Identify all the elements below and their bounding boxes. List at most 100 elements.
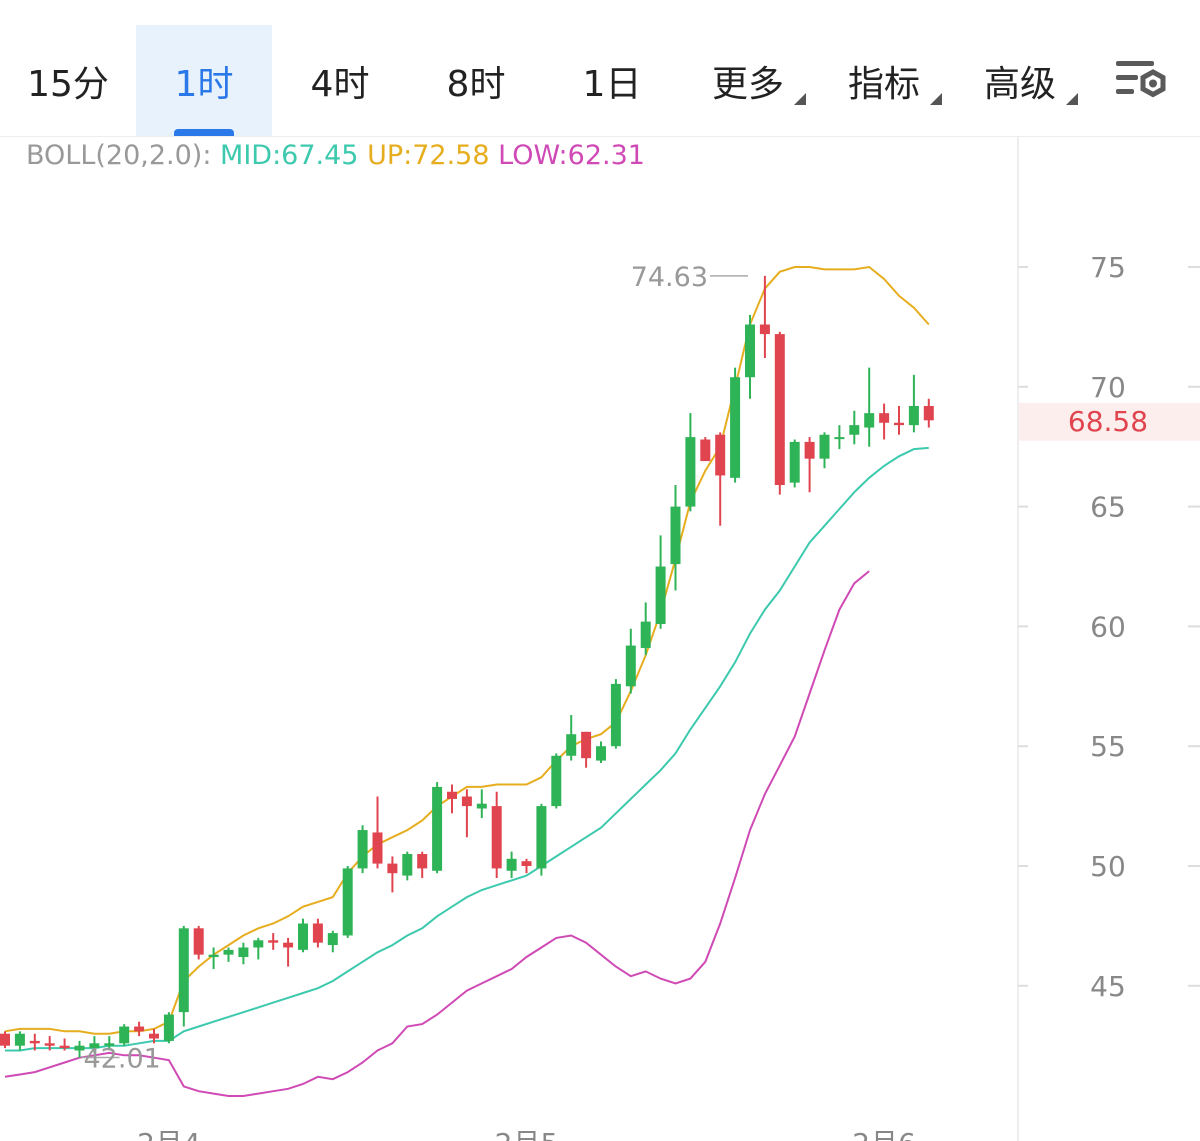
candle	[342, 866, 353, 938]
candle	[268, 933, 279, 950]
boll-low-line	[4, 570, 870, 1097]
candle	[849, 410, 860, 445]
candle	[834, 425, 845, 450]
candle-body	[685, 437, 696, 507]
candle	[178, 925, 189, 1027]
legend-mid: MID:67.45	[220, 140, 359, 171]
timeframe-toolbar: 15分 1时 4时 8时 1日 更多 指标 高级	[0, 0, 1200, 137]
candle	[864, 367, 875, 447]
candle	[0, 1031, 10, 1049]
candle-body	[581, 731, 592, 759]
candle-body	[759, 324, 770, 335]
candle-body	[149, 1033, 159, 1039]
candle	[923, 398, 934, 428]
candle-body	[491, 806, 502, 869]
candle-body	[163, 1014, 174, 1041]
candle	[774, 331, 785, 495]
candle	[700, 437, 711, 462]
candle-body	[908, 405, 919, 426]
tab-label: 指标	[847, 63, 920, 105]
last-price-highlight	[1019, 402, 1200, 441]
active-tab-indicator	[174, 129, 234, 136]
candle-body	[655, 566, 666, 625]
candle	[29, 1033, 40, 1051]
candle	[193, 925, 204, 960]
tab-label: 1日	[582, 63, 642, 105]
tab-label: 1时	[174, 63, 234, 105]
candle-body	[700, 439, 711, 462]
candle	[74, 1040, 85, 1058]
candle-body	[372, 832, 383, 864]
candle-body	[208, 954, 219, 958]
tab-label: 高级	[983, 63, 1056, 105]
candle	[208, 947, 219, 970]
y-tick-label: 60	[1090, 610, 1126, 643]
candle-body	[298, 923, 308, 950]
candle	[119, 1024, 130, 1046]
candle	[417, 851, 428, 878]
candle-body	[804, 441, 815, 459]
candle-body	[849, 425, 860, 435]
candlestick-chart[interactable]: 45 50 55 60 65 70 75 74.63 42.01 68.58 2月4 2月5 2月6	[0, 137, 1200, 1141]
candle	[551, 753, 562, 809]
candle	[312, 918, 323, 948]
candle-body	[640, 621, 651, 648]
candle	[44, 1036, 55, 1051]
candle-body	[29, 1040, 40, 1044]
candle-body	[223, 949, 234, 955]
candle	[640, 602, 651, 656]
x-tick-label: 2月4	[137, 1127, 201, 1141]
candle-body	[387, 863, 398, 874]
candle	[163, 1012, 174, 1044]
candle-body	[819, 434, 830, 459]
tab-more[interactable]: 更多	[680, 25, 816, 136]
tab-1hour[interactable]: 1时	[136, 25, 272, 136]
candle-body	[864, 413, 875, 428]
candle-body	[625, 645, 636, 687]
dropdown-triangle-icon	[794, 93, 806, 105]
candle-body	[74, 1045, 85, 1051]
candle-body	[134, 1026, 145, 1032]
y-tick-label: 50	[1090, 850, 1126, 883]
candle-body	[238, 947, 249, 958]
tab-4hour[interactable]: 4时	[272, 25, 408, 136]
candle-body	[432, 786, 443, 871]
tab-label: 4时	[310, 63, 370, 105]
tab-1day[interactable]: 1日	[544, 25, 680, 136]
candle-body	[566, 734, 577, 756]
candle	[759, 275, 770, 359]
candle-body	[774, 334, 785, 486]
tab-8hour[interactable]: 8时	[408, 25, 544, 136]
candle-body	[59, 1045, 70, 1049]
candle	[253, 937, 264, 960]
candle-body	[193, 928, 204, 955]
tab-15min[interactable]: 15分	[0, 25, 136, 136]
candle	[789, 439, 800, 488]
x-tick-label: 2月6	[852, 1127, 916, 1141]
candle	[327, 930, 338, 953]
candle-body	[14, 1033, 25, 1046]
candle	[476, 789, 487, 819]
candle	[14, 1031, 25, 1051]
boll-legend: BOLL(20,2.0): MID:67.45 UP:72.58 LOW:62.…	[26, 140, 645, 171]
candle-body	[521, 861, 532, 866]
y-tick-label: 45	[1090, 970, 1126, 1003]
candle	[372, 796, 383, 869]
candle-body	[104, 1043, 115, 1046]
candle-body	[834, 437, 845, 440]
dropdown-triangle-icon	[1066, 93, 1078, 105]
candle	[581, 731, 592, 768]
candle	[610, 679, 621, 749]
chart-settings-button[interactable]	[1110, 55, 1174, 111]
candle	[447, 784, 457, 814]
candle-body	[357, 830, 368, 869]
dropdown-triangle-icon	[930, 93, 942, 105]
y-tick-label: 55	[1090, 730, 1126, 763]
candle	[625, 628, 636, 694]
candle	[134, 1021, 145, 1037]
tab-label: 8时	[446, 63, 506, 105]
tab-indicators[interactable]: 指标	[816, 25, 952, 136]
candle	[357, 825, 368, 874]
candle	[685, 413, 696, 512]
tab-advanced[interactable]: 高级	[952, 25, 1088, 136]
